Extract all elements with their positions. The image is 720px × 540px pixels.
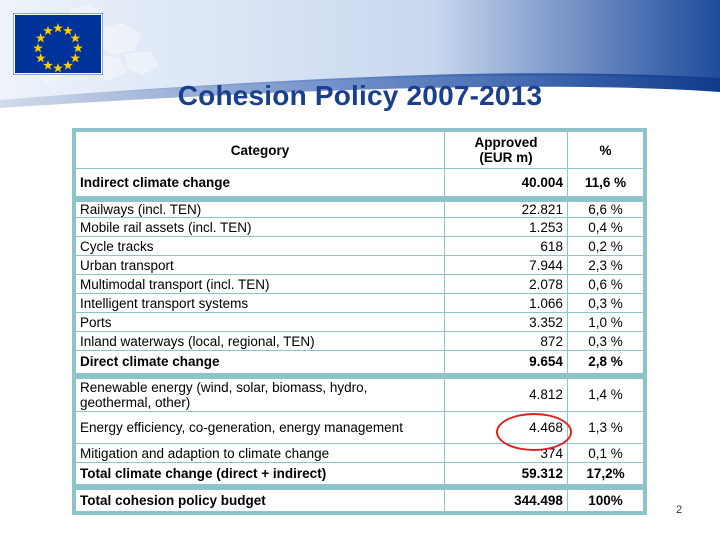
row-category: Railways (incl. TEN) bbox=[73, 195, 446, 218]
table-row: Inland waterways (local, regional, TEN) … bbox=[73, 331, 646, 351]
eu-stars-icon bbox=[33, 23, 83, 73]
row-category: Total climate change (direct + indirect) bbox=[73, 462, 446, 487]
page-title: Cohesion Policy 2007-2013 bbox=[177, 80, 543, 111]
row-pct: 1,0 % bbox=[566, 312, 646, 332]
row-category: Total cohesion policy budget bbox=[73, 483, 446, 513]
row-pct: 1,4 % bbox=[566, 372, 646, 412]
row-approved: 3.352 bbox=[444, 312, 568, 332]
header-banner bbox=[0, 0, 720, 120]
row-category: Mitigation and adaption to climate chang… bbox=[73, 443, 446, 463]
row-approved: 344.498 bbox=[444, 483, 568, 513]
row-pct: 6,6 % bbox=[566, 195, 646, 218]
row-pct: 2,8 % bbox=[566, 350, 646, 376]
row-pct: 0,4 % bbox=[566, 217, 646, 237]
row-pct: 1,3 % bbox=[566, 411, 646, 444]
eu-flag bbox=[14, 14, 102, 74]
row-category: Mobile rail assets (incl. TEN) bbox=[73, 217, 446, 237]
header-pct: % bbox=[566, 129, 646, 169]
row-approved: 40.004 bbox=[444, 168, 568, 199]
table-row: Intelligent transport systems 1.066 0,3 … bbox=[73, 293, 646, 313]
table-row: Total climate change (direct + indirect)… bbox=[73, 462, 646, 487]
row-approved: 7.944 bbox=[444, 255, 568, 275]
row-pct: 17,2% bbox=[566, 462, 646, 487]
row-approved: 4.812 bbox=[444, 372, 568, 412]
row-approved: 22.821 bbox=[444, 195, 568, 218]
row-pct: 0,3 % bbox=[566, 331, 646, 351]
row-approved: 59.312 bbox=[444, 462, 568, 487]
table-row: Mobile rail assets (incl. TEN) 1.253 0,4… bbox=[73, 217, 646, 237]
header-approved-line1: Approved bbox=[474, 135, 538, 150]
row-category: Multimodal transport (incl. TEN) bbox=[73, 274, 446, 294]
table-row: Direct climate change 9.654 2,8 % bbox=[73, 350, 646, 376]
row-category: Direct climate change bbox=[73, 350, 446, 376]
row-category: Cycle tracks bbox=[73, 236, 446, 256]
header-approved-line2: (EUR m) bbox=[479, 150, 533, 165]
table-row: Renewable energy (wind, solar, biomass, … bbox=[73, 372, 646, 412]
table-header-row: Category Approved (EUR m) % bbox=[73, 129, 646, 169]
row-approved: 9.654 bbox=[444, 350, 568, 376]
row-pct: 0,2 % bbox=[566, 236, 646, 256]
table-row: Ports 3.352 1,0 % bbox=[73, 312, 646, 332]
row-approved: 1.253 bbox=[444, 217, 568, 237]
row-pct: 0,6 % bbox=[566, 274, 646, 294]
table-row: Mitigation and adaption to climate chang… bbox=[73, 443, 646, 463]
row-category: Intelligent transport systems bbox=[73, 293, 446, 313]
table-row: Indirect climate change 40.004 11,6 % bbox=[73, 168, 646, 199]
row-category: Indirect climate change bbox=[73, 168, 446, 199]
table-row: Total cohesion policy budget 344.498 100… bbox=[73, 483, 646, 513]
row-pct: 100% bbox=[566, 483, 646, 513]
table-row: Cycle tracks 618 0,2 % bbox=[73, 236, 646, 256]
header-category: Category bbox=[73, 129, 446, 169]
highlight-circle bbox=[496, 413, 572, 451]
row-category: Ports bbox=[73, 312, 446, 332]
row-category: Urban transport bbox=[73, 255, 446, 275]
row-pct: 0,1 % bbox=[566, 443, 646, 463]
row-category: Renewable energy (wind, solar, biomass, … bbox=[73, 372, 446, 412]
row-pct: 11,6 % bbox=[566, 168, 646, 199]
row-category: Energy efficiency, co-generation, energy… bbox=[73, 411, 446, 444]
row-approved: 1.066 bbox=[444, 293, 568, 313]
row-approved: 618 bbox=[444, 236, 568, 256]
table-row: Railways (incl. TEN) 22.821 6,6 % bbox=[73, 195, 646, 218]
row-pct: 0,3 % bbox=[566, 293, 646, 313]
header-approved: Approved (EUR m) bbox=[444, 129, 568, 169]
table-row: Multimodal transport (incl. TEN) 2.078 0… bbox=[73, 274, 646, 294]
row-pct: 2,3 % bbox=[566, 255, 646, 275]
row-approved: 2.078 bbox=[444, 274, 568, 294]
row-approved: 872 bbox=[444, 331, 568, 351]
header-wave bbox=[0, 0, 720, 108]
row-category: Inland waterways (local, regional, TEN) bbox=[73, 331, 446, 351]
budget-table: Category Approved (EUR m) % Indirect cli… bbox=[72, 128, 647, 515]
page-number: 2 bbox=[676, 504, 683, 516]
table-row: Urban transport 7.944 2,3 % bbox=[73, 255, 646, 275]
